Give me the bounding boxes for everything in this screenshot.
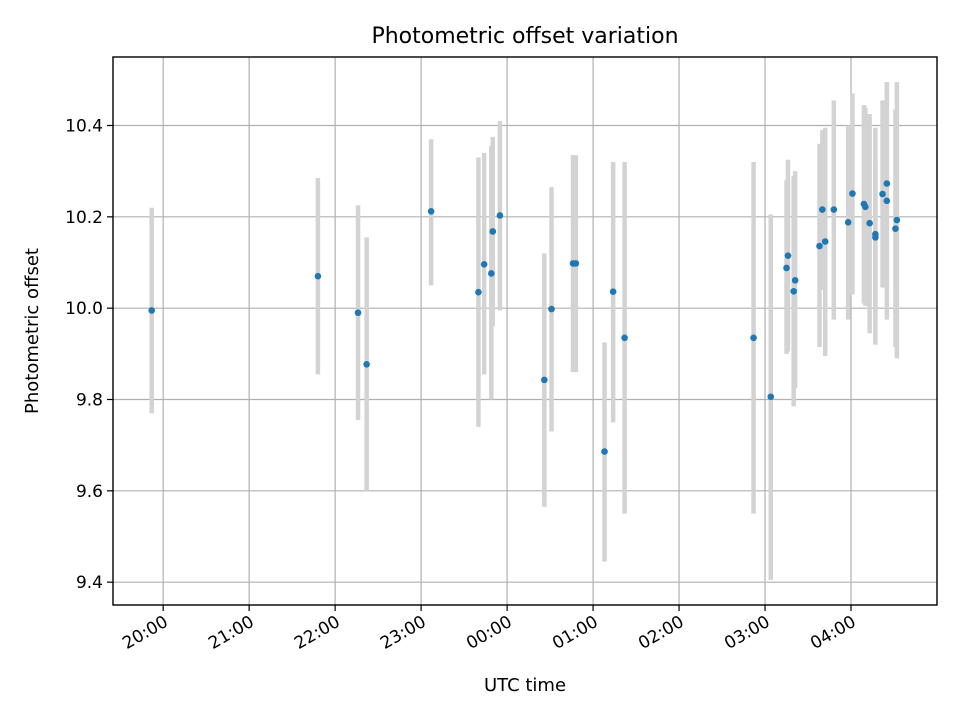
data-point: [548, 305, 555, 313]
data-point: [849, 190, 856, 197]
data-point: [816, 242, 823, 250]
data-point: [496, 212, 504, 219]
y-tick-label: 9.8: [76, 391, 103, 411]
data-point: [363, 361, 370, 368]
y-tick-label: 10.0: [65, 299, 103, 319]
data-points: [148, 180, 901, 455]
data-point: [489, 228, 497, 235]
y-tick-label: 9.4: [76, 573, 103, 593]
data-point: [844, 219, 852, 226]
data-point: [314, 272, 322, 280]
data-point: [790, 287, 797, 295]
data-point: [862, 203, 869, 211]
data-point: [427, 208, 435, 215]
data-point: [893, 216, 901, 224]
data-point: [892, 225, 899, 233]
y-axis-ticks: 9.4 9.6 9.8 10.0 10.2 10.4: [65, 117, 113, 593]
data-point: [488, 270, 495, 277]
data-point: [791, 277, 799, 284]
data-point: [883, 180, 891, 187]
data-point: [609, 288, 617, 296]
y-axis-label: Photometric offset: [22, 248, 43, 414]
grid: [113, 57, 937, 605]
data-point: [541, 376, 548, 384]
data-point: [872, 234, 879, 241]
data-point: [821, 238, 829, 245]
data-point: [148, 307, 155, 314]
y-tick-label: 9.6: [76, 482, 103, 502]
data-point: [783, 264, 790, 272]
data-point: [750, 334, 757, 342]
data-point: [830, 206, 838, 213]
data-point: [767, 393, 775, 401]
data-point: [621, 334, 628, 342]
data-point: [879, 190, 886, 198]
x-axis-label: UTC time: [484, 675, 566, 696]
y-tick-label: 10.4: [65, 117, 103, 137]
data-point: [354, 309, 362, 317]
data-point: [601, 448, 608, 455]
data-point: [819, 206, 826, 213]
data-point: [572, 260, 580, 267]
data-point: [480, 261, 488, 268]
data-point: [784, 252, 792, 259]
y-tick-label: 10.2: [65, 208, 103, 228]
data-point: [883, 197, 891, 205]
data-point: [475, 288, 482, 296]
plot-frame: [112, 56, 938, 606]
chart-title: Photometric offset variation: [371, 24, 678, 49]
data-point: [866, 219, 873, 227]
